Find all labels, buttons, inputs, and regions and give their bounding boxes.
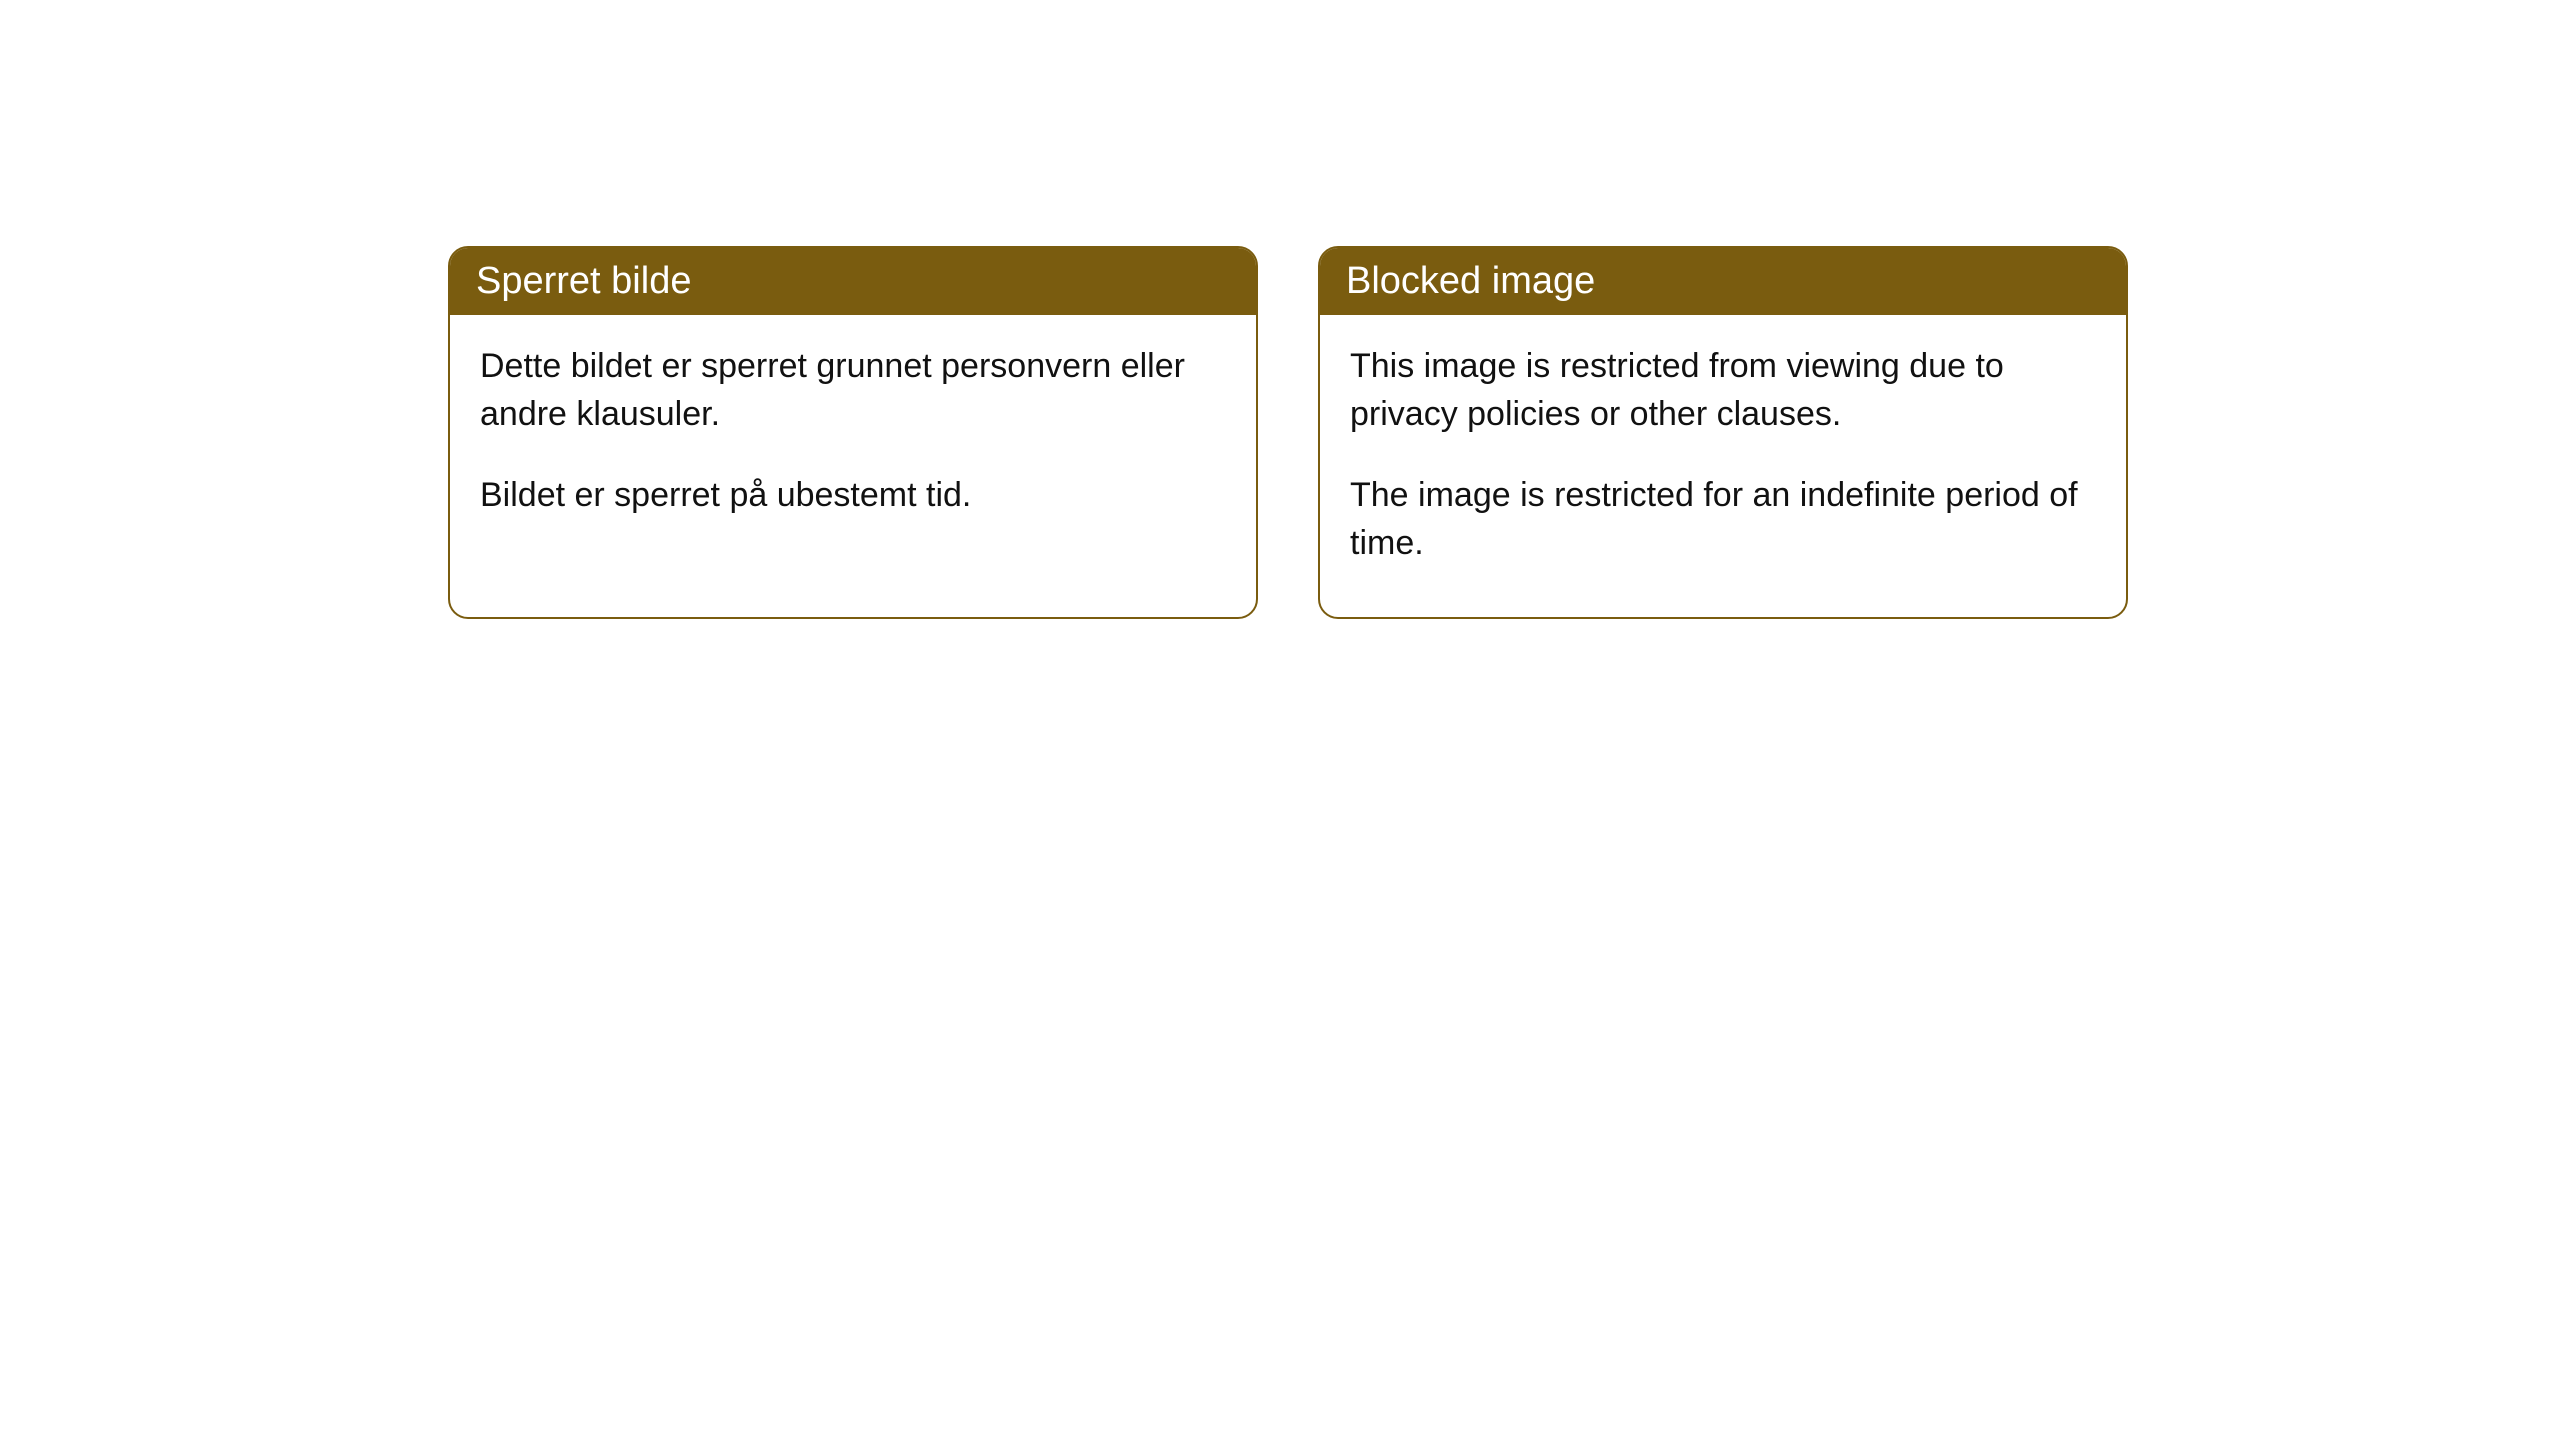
card-title: Blocked image bbox=[1346, 260, 1595, 302]
cards-container: Sperret bilde Dette bildet er sperret gr… bbox=[0, 0, 2560, 619]
card-paragraph-1: Dette bildet er sperret grunnet personve… bbox=[480, 343, 1226, 438]
card-paragraph-1: This image is restricted from viewing du… bbox=[1350, 343, 2096, 438]
card-english: Blocked image This image is restricted f… bbox=[1318, 246, 2128, 619]
card-norwegian: Sperret bilde Dette bildet er sperret gr… bbox=[448, 246, 1258, 619]
card-title: Sperret bilde bbox=[476, 260, 691, 302]
card-paragraph-2: The image is restricted for an indefinit… bbox=[1350, 472, 2096, 567]
card-header: Blocked image bbox=[1320, 248, 2126, 315]
card-header: Sperret bilde bbox=[450, 248, 1256, 315]
card-body: This image is restricted from viewing du… bbox=[1320, 315, 2126, 617]
card-paragraph-2: Bildet er sperret på ubestemt tid. bbox=[480, 472, 1226, 520]
card-body: Dette bildet er sperret grunnet personve… bbox=[450, 315, 1256, 570]
